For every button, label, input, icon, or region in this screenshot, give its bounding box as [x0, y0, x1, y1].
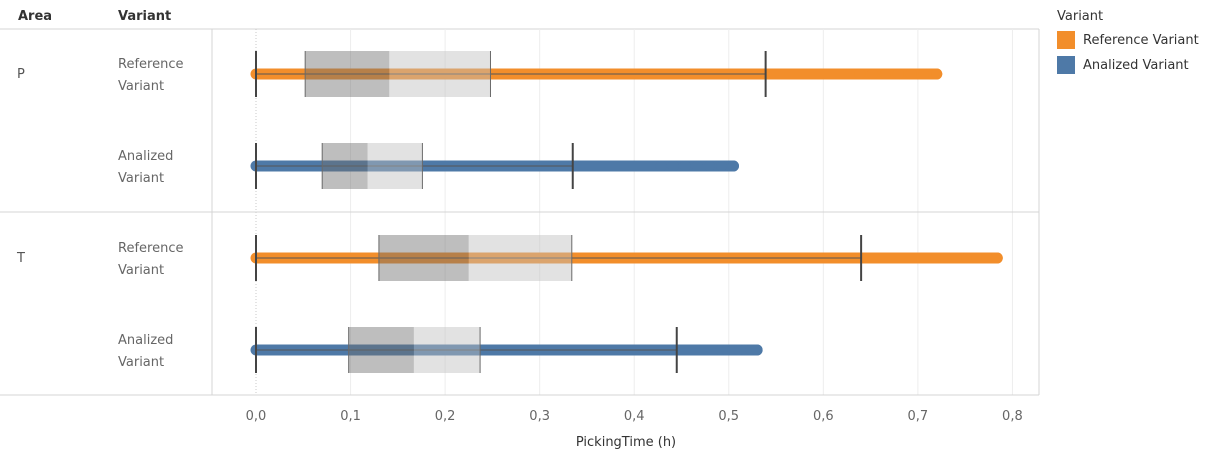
box-lower-half: [348, 327, 414, 373]
outlier-point: [751, 344, 763, 356]
legend-item-analized-variant[interactable]: Analized Variant: [1057, 56, 1189, 74]
box-upper-half: [389, 51, 491, 97]
x-tick-label: 0,8: [1002, 409, 1023, 424]
x-tick-label: 0,4: [624, 409, 645, 424]
box-lower-half: [305, 51, 390, 97]
outlier-point: [931, 68, 943, 80]
x-tick-label: 0,1: [340, 409, 361, 424]
legend-swatch-reference: [1057, 31, 1075, 49]
outlier-point: [930, 252, 942, 264]
legend-swatch-analized: [1057, 56, 1075, 74]
box-lower-half: [378, 235, 469, 281]
outlier-point: [918, 68, 930, 80]
outlier-point: [971, 252, 983, 264]
outlier-point: [854, 68, 866, 80]
area-label: P: [17, 67, 25, 82]
variant-label-line2: Variant: [118, 263, 164, 278]
x-tick-label: 0,5: [718, 409, 739, 424]
x-axis-title: PickingTime (h): [576, 435, 676, 450]
box-lower-half: [322, 143, 368, 189]
outlier-point: [905, 68, 917, 80]
outlier-point: [867, 68, 879, 80]
outlier-point: [879, 68, 891, 80]
variant-label-line2: Variant: [118, 355, 164, 370]
legend-title: Variant: [1057, 9, 1104, 24]
area-label: T: [16, 251, 25, 266]
variant-label-line2: Variant: [118, 79, 164, 94]
legend-label-analized: Analized Variant: [1083, 57, 1189, 73]
outlier-point: [691, 160, 703, 172]
outlier-point: [667, 160, 679, 172]
outlier-point: [703, 160, 715, 172]
legend-item-reference-variant[interactable]: Reference Variant: [1057, 31, 1199, 49]
outlier-point: [727, 160, 739, 172]
legend-label-reference: Reference Variant: [1083, 32, 1199, 48]
outlier-point: [655, 160, 667, 172]
outlier-point: [991, 252, 1003, 264]
outlier-point: [892, 68, 904, 80]
box-upper-half: [468, 235, 572, 281]
x-tick-label: 0,0: [246, 409, 267, 424]
variant-label-line1: Analized: [118, 149, 173, 164]
area-column-header: Area: [18, 9, 53, 24]
x-tick-label: 0,7: [908, 409, 929, 424]
box-plot-chart: P Reference Variant Analized Variant T Referen…: [0, 28, 1040, 450]
outlier-point: [940, 252, 952, 264]
variant-label-line1: Reference: [118, 241, 183, 256]
variant-label-line2: Variant: [118, 171, 164, 186]
box-upper-half: [367, 143, 423, 189]
outlier-point: [961, 252, 973, 264]
box-upper-half: [413, 327, 481, 373]
outlier-point: [679, 160, 691, 172]
outlier-point: [981, 252, 993, 264]
outlier-point: [715, 160, 727, 172]
outlier-point: [950, 252, 962, 264]
x-tick-label: 0,2: [435, 409, 456, 424]
variant-column-header: Variant: [118, 9, 172, 24]
variant-label-line1: Reference: [118, 57, 183, 72]
variant-label-line1: Analized: [118, 333, 173, 348]
x-tick-label: 0,6: [813, 409, 834, 424]
x-tick-label: 0,3: [529, 409, 550, 424]
